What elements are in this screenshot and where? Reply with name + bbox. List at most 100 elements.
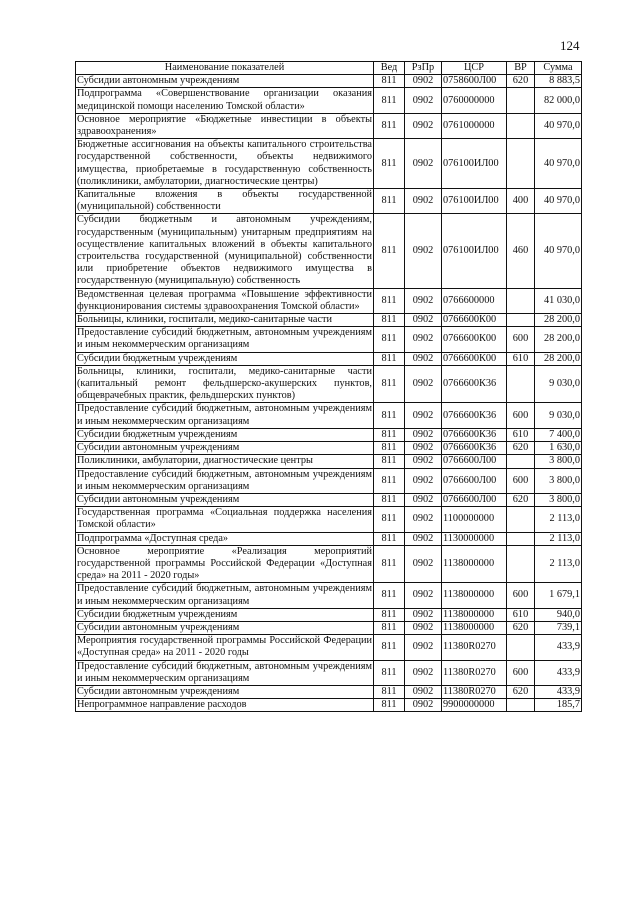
cell-ved: 811	[373, 544, 405, 584]
cell-csr: 076100ИЛ00	[441, 138, 507, 190]
cell-rzpr: 0902	[404, 620, 442, 636]
cell-vr	[506, 454, 535, 469]
cell-ved: 811	[373, 213, 405, 289]
cell-vr	[506, 634, 535, 661]
cell-csr: 1100000000	[441, 506, 507, 533]
table-row: Субсидии бюджетным и автономным учрежден…	[75, 213, 582, 289]
cell-csr: 1138000000	[441, 607, 507, 622]
cell-ved: 811	[373, 506, 405, 533]
cell-vr: 610	[506, 427, 535, 443]
cell-rzpr: 0902	[404, 351, 442, 366]
cell-vr: 610	[506, 607, 535, 622]
cell-vr: 400	[506, 188, 535, 215]
cell-rzpr: 0902	[404, 634, 442, 661]
cell-name: Поликлиники, амбулатории, диагностически…	[75, 454, 374, 469]
cell-ved: 811	[373, 531, 405, 546]
cell-csr: 11380R0270	[441, 684, 507, 700]
header-csr: ЦСР	[441, 60, 507, 76]
cell-ved: 811	[373, 582, 405, 609]
cell-rzpr: 0902	[404, 467, 442, 494]
cell-sum: 1 679,1	[534, 582, 582, 609]
cell-csr: 9900000000	[441, 698, 507, 713]
cell-vr	[506, 364, 535, 404]
table-row: Предоставление субсидий бюджетным, автон…	[75, 659, 582, 686]
cell-sum: 40 970,0	[534, 188, 582, 215]
table-row: Субсидии бюджетным учреждениям 811 0902 076…	[75, 427, 582, 443]
cell-vr: 600	[506, 659, 535, 686]
cell-sum: 28 200,0	[534, 313, 582, 328]
cell-vr: 620	[506, 492, 535, 508]
cell-ved: 811	[373, 351, 405, 366]
cell-sum: 40 970,0	[534, 138, 582, 190]
cell-sum: 940,0	[534, 607, 582, 622]
cell-vr: 620	[506, 684, 535, 700]
table-row: Подпрограмма «Совершенствование организа…	[75, 87, 582, 114]
cell-name: Больницы, клиники, госпитали, медико-сан…	[75, 364, 374, 404]
cell-name: Субсидии автономным учреждениям	[75, 441, 374, 456]
cell-name: Основное мероприятие «Реализация меропри…	[75, 544, 374, 584]
cell-vr	[506, 531, 535, 546]
cell-sum: 9 030,0	[534, 402, 582, 429]
cell-name: Мероприятия государственной программы Ро…	[75, 634, 374, 661]
cell-sum: 28 200,0	[534, 326, 582, 353]
table-row: Ведомственная целевая программа «Повышен…	[75, 287, 582, 315]
cell-csr: 0766600К00	[441, 313, 507, 328]
cell-rzpr: 0902	[404, 531, 442, 546]
cell-csr: 11380R0270	[441, 659, 507, 686]
cell-rzpr: 0902	[404, 506, 442, 533]
table-row: Субсидии автономным учреждениям 811 0902 11…	[75, 684, 582, 700]
cell-rzpr: 0902	[404, 188, 442, 215]
cell-ved: 811	[373, 698, 405, 713]
cell-sum: 2 113,0	[534, 531, 582, 546]
cell-name: Субсидии бюджетным учреждениям	[75, 351, 374, 366]
cell-csr: 0766600К36	[441, 402, 507, 429]
cell-vr: 620	[506, 74, 535, 89]
cell-csr: 0766600К00	[441, 326, 507, 353]
header-sum: Сумма	[534, 60, 582, 76]
cell-name: Предоставление субсидий бюджетным, автон…	[75, 659, 374, 686]
cell-ved: 811	[373, 492, 405, 508]
cell-sum: 7 400,0	[534, 427, 582, 443]
cell-name: Субсидии бюджетным учреждениям	[75, 427, 374, 443]
cell-name: Субсидии бюджетным и автономным учрежден…	[75, 213, 374, 289]
cell-vr: 600	[506, 582, 535, 609]
cell-rzpr: 0902	[404, 213, 442, 289]
cell-sum: 9 030,0	[534, 364, 582, 404]
cell-vr	[506, 112, 535, 140]
cell-csr: 0766600К36	[441, 427, 507, 443]
table-row: Непрограммное направление расходов 811 090…	[75, 698, 582, 713]
budget-table: Наименование показателей Вед РзПр ЦСР ВР…	[75, 60, 582, 713]
cell-vr: 600	[506, 326, 535, 353]
table-row: Субсидии автономным учреждениям 811 0902 11…	[75, 620, 582, 636]
cell-sum: 8 883,5	[534, 74, 582, 89]
cell-ved: 811	[373, 441, 405, 456]
cell-ved: 811	[373, 138, 405, 190]
table-row: Предоставление субсидий бюджетным, автон…	[75, 467, 582, 494]
cell-rzpr: 0902	[404, 138, 442, 190]
cell-csr: 1138000000	[441, 582, 507, 609]
cell-sum: 433,9	[534, 659, 582, 686]
cell-ved: 811	[373, 74, 405, 89]
cell-rzpr: 0902	[404, 492, 442, 508]
cell-csr: 076100ИЛ00	[441, 188, 507, 215]
cell-name: Субсидии бюджетным учреждениям	[75, 607, 374, 622]
cell-name: Капитальные вложения в объекты государст…	[75, 188, 374, 215]
cell-rzpr: 0902	[404, 544, 442, 584]
table-row: Предоставление субсидий бюджетным, автон…	[75, 326, 582, 353]
cell-name: Предоставление субсидий бюджетным, автон…	[75, 402, 374, 429]
cell-ved: 811	[373, 188, 405, 215]
cell-rzpr: 0902	[404, 659, 442, 686]
cell-csr: 0758600Л00	[441, 74, 507, 89]
cell-ved: 811	[373, 326, 405, 353]
table-row: Субсидии автономным учреждениям 811 0902 07…	[75, 74, 582, 89]
header-name: Наименование показателей	[75, 60, 374, 76]
cell-name: Больницы, клиники, госпитали, медико-сан…	[75, 313, 374, 328]
cell-csr: 1130000000	[441, 531, 507, 546]
table-header-row: Наименование показателей Вед РзПр ЦСР ВР…	[75, 60, 582, 76]
header-ved: Вед	[373, 60, 405, 76]
cell-name: Основное мероприятие «Бюджетные инвестиц…	[75, 112, 374, 140]
cell-ved: 811	[373, 607, 405, 622]
cell-rzpr: 0902	[404, 441, 442, 456]
cell-ved: 811	[373, 454, 405, 469]
table-row: Подпрограмма «Доступная среда» 811 0902 113…	[75, 531, 582, 546]
